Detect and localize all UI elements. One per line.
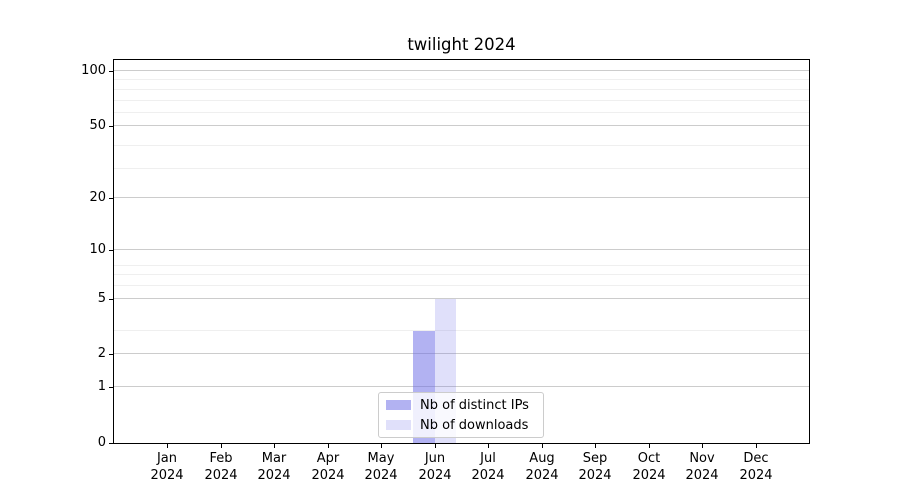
legend-entry: Nb of distinct IPs	[386, 397, 543, 414]
gridline-major	[114, 125, 809, 127]
x-tick-label: Jul 2024	[457, 450, 519, 484]
x-tick-month: Mar	[261, 451, 287, 466]
x-tick-year: 2024	[204, 468, 238, 483]
gridline-minor	[114, 144, 809, 146]
x-tick-year: 2024	[632, 468, 666, 483]
x-tick-year: 2024	[418, 468, 452, 483]
x-tick-month: Dec	[743, 451, 769, 466]
x-tick-year: 2024	[150, 468, 184, 483]
x-tick-label: Jan 2024	[136, 450, 198, 484]
y-tick-mark	[109, 71, 113, 72]
y-tick-label: 0	[97, 435, 106, 450]
x-tick-month: May	[367, 451, 395, 466]
x-tick-mark	[542, 444, 543, 448]
x-tick-year: 2024	[578, 468, 612, 483]
legend-label: Nb of distinct IPs	[420, 397, 529, 413]
x-tick-month: Sep	[582, 451, 608, 466]
gridline-major	[114, 353, 809, 355]
x-tick-label: Dec 2024	[725, 450, 787, 484]
x-tick-mark	[381, 444, 382, 448]
x-tick-label: Sep 2024	[564, 450, 626, 484]
x-tick-label: Apr 2024	[297, 450, 359, 484]
y-tick-mark	[109, 198, 113, 199]
y-tick-label: 100	[81, 63, 106, 78]
x-tick-mark	[167, 444, 168, 448]
x-tick-year: 2024	[311, 468, 345, 483]
x-tick-mark	[328, 444, 329, 448]
x-tick-label: Oct 2024	[618, 450, 680, 484]
x-tick-month: Apr	[316, 451, 340, 466]
y-tick-label: 20	[89, 190, 106, 205]
x-tick-year: 2024	[471, 468, 505, 483]
gridline-minor	[114, 79, 809, 81]
y-tick-label: 50	[89, 118, 106, 133]
x-tick-year: 2024	[257, 468, 291, 483]
gridline-minor	[114, 274, 809, 276]
x-tick-month: Jan	[156, 451, 178, 466]
x-tick-mark	[274, 444, 275, 448]
gridline-minor	[114, 112, 809, 114]
gridline-major	[114, 297, 809, 299]
x-tick-label: Jun 2024	[404, 450, 466, 484]
gridline-major	[114, 196, 809, 198]
gridline-major	[114, 386, 809, 388]
y-tick-mark	[109, 443, 113, 444]
gridline-minor	[114, 285, 809, 287]
x-tick-mark	[649, 444, 650, 448]
gridline-minor	[114, 330, 809, 332]
gridline-minor	[114, 88, 809, 90]
x-tick-month: Jul	[480, 451, 496, 466]
x-tick-label: Aug 2024	[511, 450, 573, 484]
y-tick-mark	[109, 387, 113, 388]
y-tick-label: 5	[97, 291, 106, 306]
legend-swatch	[386, 400, 411, 410]
legend-entry: Nb of downloads	[386, 417, 543, 434]
y-tick-mark	[109, 299, 113, 300]
x-tick-mark	[756, 444, 757, 448]
legend: Nb of distinct IPs Nb of downloads	[378, 392, 544, 438]
x-tick-month: Jun	[424, 451, 446, 466]
gridline-major	[114, 70, 809, 72]
gridline-major	[114, 248, 809, 250]
gridline-minor	[114, 167, 809, 169]
x-tick-label: Feb 2024	[190, 450, 252, 484]
y-tick-label: 10	[89, 242, 106, 257]
x-tick-label: Nov 2024	[671, 450, 733, 484]
x-tick-month: Nov	[689, 451, 715, 466]
y-tick-mark	[109, 250, 113, 251]
x-tick-label: May 2024	[350, 450, 412, 484]
x-tick-mark	[702, 444, 703, 448]
legend-swatch	[386, 420, 411, 430]
plot-area	[113, 59, 810, 444]
x-tick-year: 2024	[739, 468, 773, 483]
x-tick-mark	[595, 444, 596, 448]
x-tick-label: Mar 2024	[243, 450, 305, 484]
gridline-minor	[114, 99, 809, 101]
x-tick-month: Aug	[529, 451, 555, 466]
y-tick-mark	[109, 126, 113, 127]
legend-label: Nb of downloads	[420, 417, 529, 433]
x-tick-mark	[435, 444, 436, 448]
x-tick-year: 2024	[525, 468, 559, 483]
x-tick-mark	[221, 444, 222, 448]
chart-title: twilight 2024	[407, 35, 516, 54]
y-tick-label: 1	[97, 379, 106, 394]
x-tick-month: Oct	[637, 451, 661, 466]
x-tick-mark	[488, 444, 489, 448]
x-tick-month: Feb	[209, 451, 233, 466]
y-tick-label: 2	[97, 346, 106, 361]
y-tick-mark	[109, 354, 113, 355]
x-tick-year: 2024	[685, 468, 719, 483]
gridline-minor	[114, 264, 809, 266]
x-tick-year: 2024	[364, 468, 398, 483]
